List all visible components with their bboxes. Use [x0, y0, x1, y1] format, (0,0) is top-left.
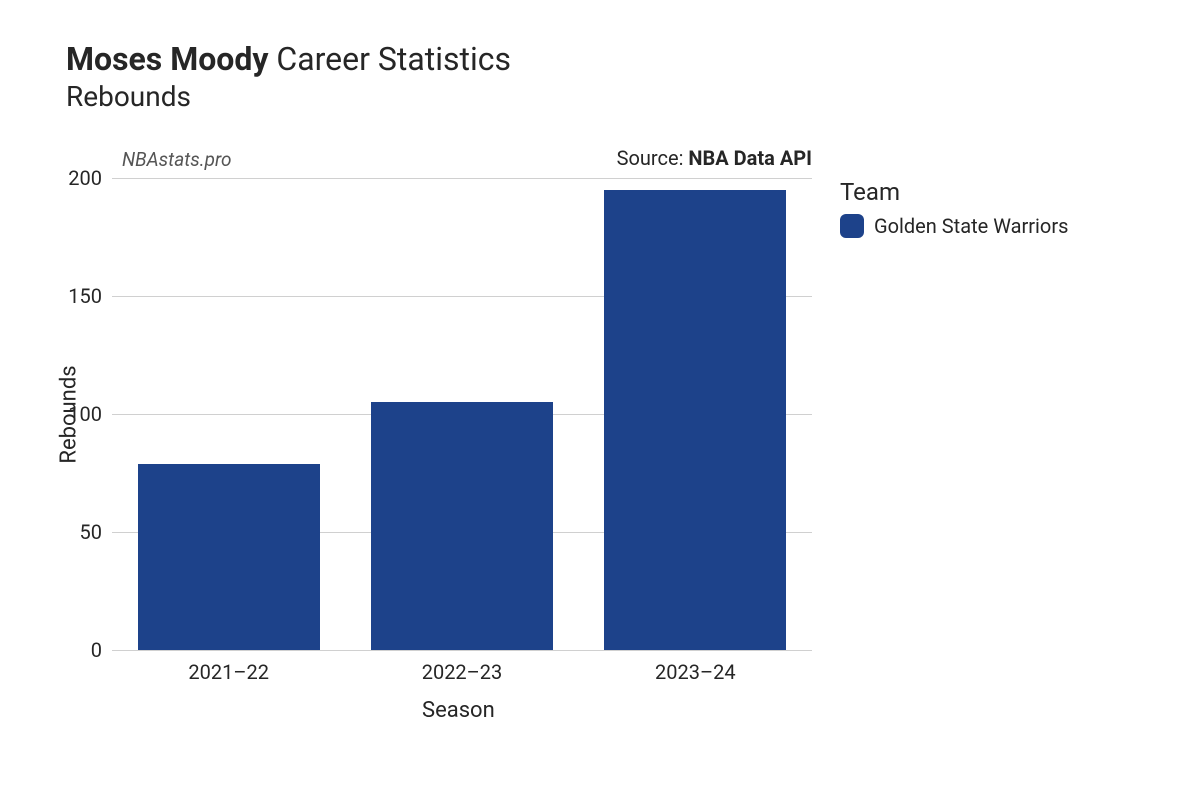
plot-area: 0501001502002021–222022–232023–24: [112, 178, 812, 650]
x-tick-label: 2022–23: [422, 650, 503, 684]
y-tick-label: 150: [68, 284, 112, 308]
source-prefix: Source:: [617, 146, 689, 170]
legend-item: Golden State Warriors: [840, 214, 1068, 238]
x-tick-label: 2023–24: [655, 650, 736, 684]
title-light: Career Statistics: [276, 40, 511, 78]
chart-subtitle: Rebounds: [66, 80, 511, 113]
bar: [138, 464, 320, 650]
source-name: NBA Data API: [688, 146, 812, 170]
y-tick-label: 200: [68, 166, 112, 190]
chart-title: Moses Moody Career Statistics: [66, 40, 511, 78]
legend: Team Golden State Warriors: [840, 178, 1068, 238]
y-tick-label: 50: [80, 520, 112, 544]
legend-swatch: [840, 214, 864, 238]
legend-item-label: Golden State Warriors: [874, 214, 1068, 238]
x-tick-label: 2021–22: [188, 650, 269, 684]
y-axis-label: Rebounds: [57, 365, 82, 463]
y-tick-label: 0: [91, 638, 112, 662]
chart-title-block: Moses Moody Career Statistics Rebounds: [66, 40, 511, 113]
watermark: NBAstats.pro: [122, 148, 232, 171]
bar: [371, 402, 553, 650]
title-bold: Moses Moody: [66, 40, 268, 78]
bar: [604, 190, 786, 650]
legend-title: Team: [840, 178, 1068, 206]
source-label: Source: NBA Data API: [522, 146, 812, 170]
gridline: [112, 178, 812, 179]
x-axis-label: Season: [422, 698, 495, 723]
